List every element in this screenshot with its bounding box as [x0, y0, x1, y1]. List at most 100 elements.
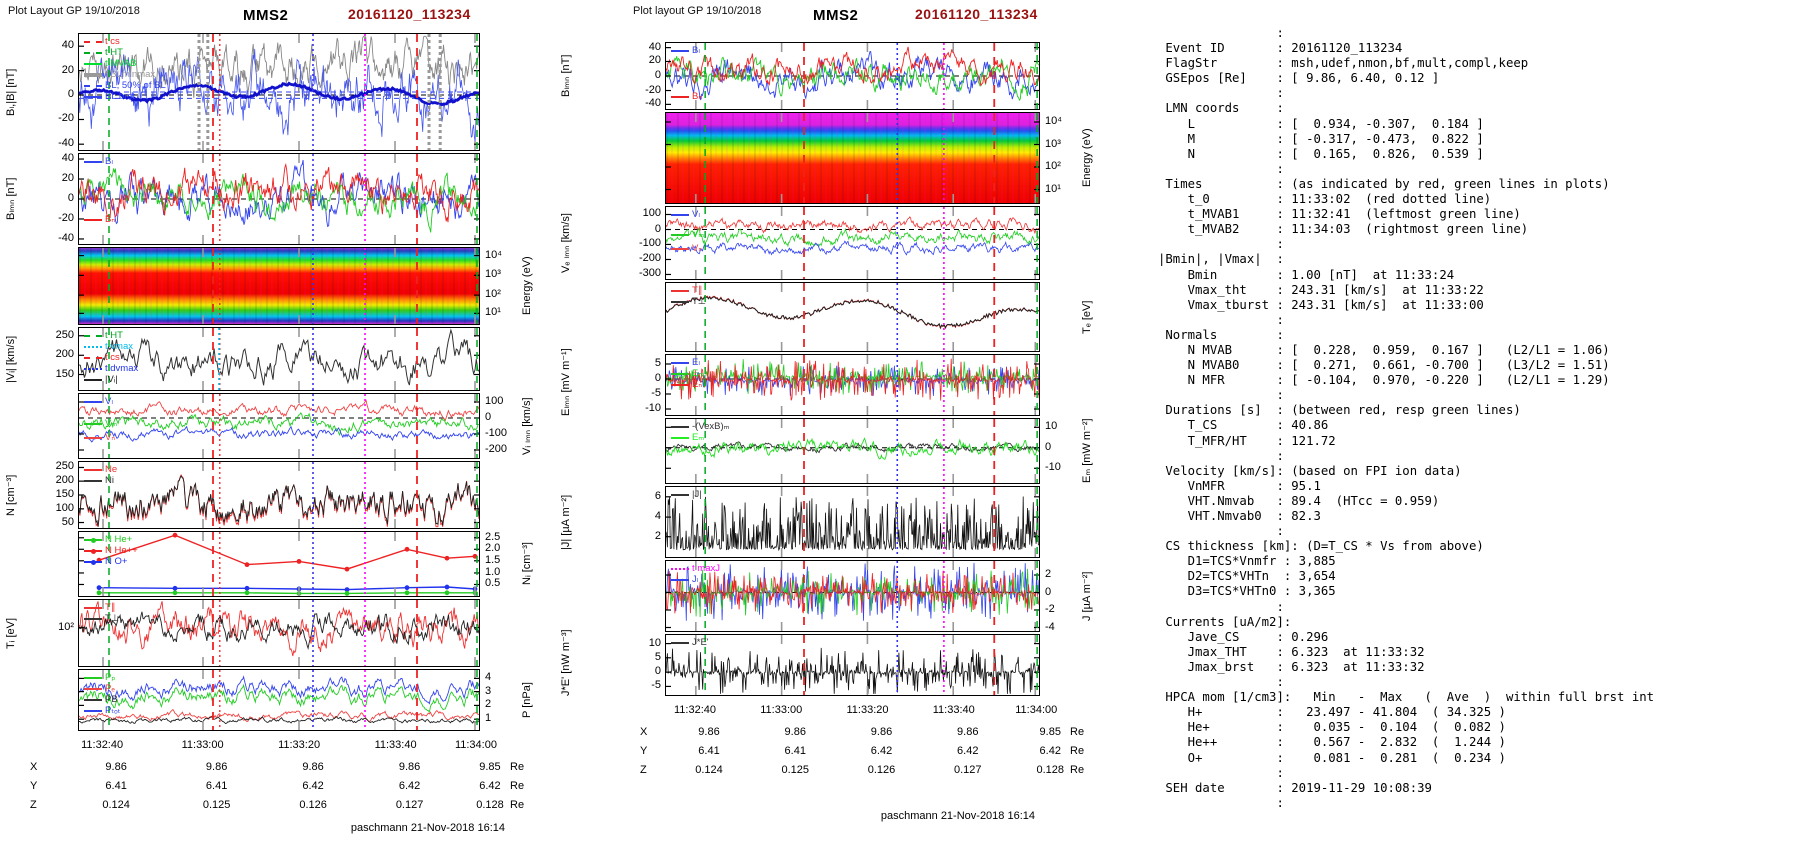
time-tick-label: 11:34:00: [1015, 704, 1058, 716]
y-tick-label: 0: [485, 411, 492, 423]
time-tick-label: 11:33:40: [932, 704, 975, 716]
ephemeris-value: 6.42: [870, 745, 893, 757]
y-tick-label: 10⁴: [485, 248, 502, 261]
y-tick-label: 0: [67, 192, 74, 204]
y-tick-label: -40: [58, 231, 74, 244]
plot-canvas-m-em: [666, 419, 1039, 483]
y-axis-label: N [cm⁻³]: [5, 474, 17, 516]
plot-canvas-m-te: [666, 283, 1039, 351]
ephemeris-value: 6.41: [784, 745, 806, 757]
ephemeris-value: 0.124: [102, 799, 130, 811]
right-axis-label: P [nPa]: [521, 682, 533, 718]
y-tick-label: 40: [648, 40, 661, 53]
y-tick-label: -2: [1045, 603, 1055, 615]
ephemeris-value: 0.128: [476, 799, 504, 811]
ephemeris-unit: Re: [1070, 745, 1085, 757]
plot-panel-minor-ions: N He+ N He++ N O+: [78, 531, 480, 597]
plot-canvas-vi-mag: [79, 328, 479, 390]
time-tick-label: 11:34:00: [454, 739, 497, 751]
y-tick-label: 6: [654, 489, 661, 502]
ephemeris-value: 0.127: [953, 764, 982, 776]
ephemeris-unit: Re: [1070, 726, 1085, 738]
y-tick-label: 250: [55, 460, 74, 473]
plot-panel-m-elmn: Eₗ Eₘ Eₙ: [665, 354, 1040, 416]
y-tick-label: 2: [654, 529, 661, 542]
y-tick-label: 2: [1045, 568, 1052, 580]
y-tick-label: 5: [654, 357, 661, 369]
y-tick-label: 1.0: [485, 565, 501, 578]
ephemeris-row: Y 6.41 6.41 6.42 6.42 6.42 Re: [555, 745, 1150, 761]
plot-canvas-m-jdote: [666, 635, 1039, 695]
spectrogram-m-electron-spectrogram: [666, 113, 1039, 203]
y-tick-label: 10³: [485, 268, 501, 281]
spacecraft-title: MMS2: [813, 7, 859, 24]
time-tick-label: 11:32:40: [673, 704, 717, 716]
y-tick-label: -40: [58, 137, 74, 150]
y-tick-label: 3: [485, 684, 492, 697]
event-info-text: : Event ID : 20161120_113234 FlagStr : m…: [1158, 26, 1655, 810]
time-tick-label: 11:32:40: [81, 739, 124, 751]
ephemeris-axis-label: Y: [30, 780, 38, 792]
time-tick-label: 11:33:40: [374, 739, 417, 751]
spacecraft-title: MMS2: [243, 7, 289, 24]
y-axis-label: |J| [µA m⁻²]: [560, 494, 572, 550]
plot-layout-note: Plot Layout GP 19/10/2018: [8, 5, 140, 17]
plot-canvas-pressure: [79, 670, 479, 730]
ephemeris-value: 9.86: [698, 726, 720, 738]
y-tick-label: 10²: [58, 620, 74, 633]
y-tick-label: 40: [61, 152, 74, 165]
plot-canvas-m-electron-spectrogram: [666, 113, 1039, 203]
y-tick-label: 150: [55, 367, 74, 380]
plot-panel-m-te: T∥ T⊥: [665, 282, 1040, 352]
ephemeris-row: X 9.86 9.86 9.86 9.86 9.85 Re: [0, 761, 555, 777]
middle-plot-header: Plot layout GP 19/10/2018 MMS2 20161120_…: [555, 0, 1150, 30]
left-plot-header: Plot Layout GP 19/10/2018 MMS2 20161120_…: [0, 0, 555, 30]
y-axis-label: Bₗₘₙ [nT]: [5, 177, 17, 221]
plot-panel-ion-spectrogram: [78, 247, 480, 325]
y-tick-label: 0: [654, 69, 661, 81]
y-tick-label: 50: [61, 515, 74, 528]
ephemeris-row: Y 6.41 6.41 6.42 6.42 6.42 Re: [0, 780, 555, 796]
plot-canvas-ion-spectrogram: [79, 248, 479, 324]
plot-panel-bl-btot: t cs t HT t MVAB t BLminmax BL, 50% of BL BL …: [78, 33, 480, 151]
spectrogram-ion-spectrogram: [79, 248, 479, 324]
right-axis-label: Tₑ [eV]: [1081, 300, 1093, 334]
y-tick-label: 2: [485, 698, 492, 711]
plot-canvas-m-blmn: [666, 43, 1039, 109]
ephemeris-value: 9.86: [105, 761, 127, 773]
plot-panel-m-em: -(VexB)ₘ Eₘ: [665, 418, 1040, 484]
ephemeris-value: 9.86: [784, 726, 806, 738]
event-info-panel: : Event ID : 20161120_113234 FlagStr : m…: [1150, 0, 1804, 841]
plot-canvas-bl-btot: [79, 34, 479, 150]
y-tick-label: 10: [1045, 420, 1058, 433]
y-axis-label: Eₗₘₙ [mV m⁻¹]: [560, 348, 572, 416]
ephemeris-axis-label: Y: [640, 745, 648, 757]
y-axis-label: |Vᵢ| [km/s]: [5, 335, 17, 383]
y-tick-label: 2.5: [485, 530, 501, 543]
ephemeris-row: Z 0.124 0.125 0.126 0.127 0.128 Re: [555, 764, 1150, 780]
ephemeris-axis-label: X: [640, 726, 648, 738]
ephemeris-value: 9.86: [302, 761, 324, 773]
right-axis-label: Energy (eV): [1081, 128, 1093, 188]
plot-canvas-minor-ions: [79, 532, 479, 596]
y-tick-label: 4: [654, 510, 661, 523]
plot-layout-note: Plot layout GP 19/10/2018: [633, 5, 762, 17]
ephemeris-value: 6.42: [398, 780, 421, 792]
y-tick-label: 2.0: [485, 542, 501, 555]
y-tick-label: 0: [654, 222, 661, 235]
ephemeris-value: 0.125: [781, 764, 810, 776]
y-tick-label: -20: [645, 83, 661, 96]
y-tick-label: -20: [58, 211, 74, 224]
spectrogram-noise: [79, 248, 479, 324]
ephemeris-value: 6.42: [479, 780, 501, 792]
y-tick-label: -40: [645, 97, 661, 110]
ephemeris-value: 9.86: [205, 761, 228, 773]
y-tick-label: 0.5: [485, 577, 501, 590]
ephemeris-value: 0.124: [695, 764, 723, 776]
ephemeris-value: 6.41: [105, 780, 127, 792]
ephemeris-value: 6.41: [698, 745, 720, 757]
y-tick-label: 100: [485, 395, 504, 407]
plot-panel-m-ve-lmn: Vₗ Vₘ Vₙ: [665, 206, 1040, 280]
right-axis-label: Eₘ [mW m⁻²]: [1081, 418, 1093, 484]
